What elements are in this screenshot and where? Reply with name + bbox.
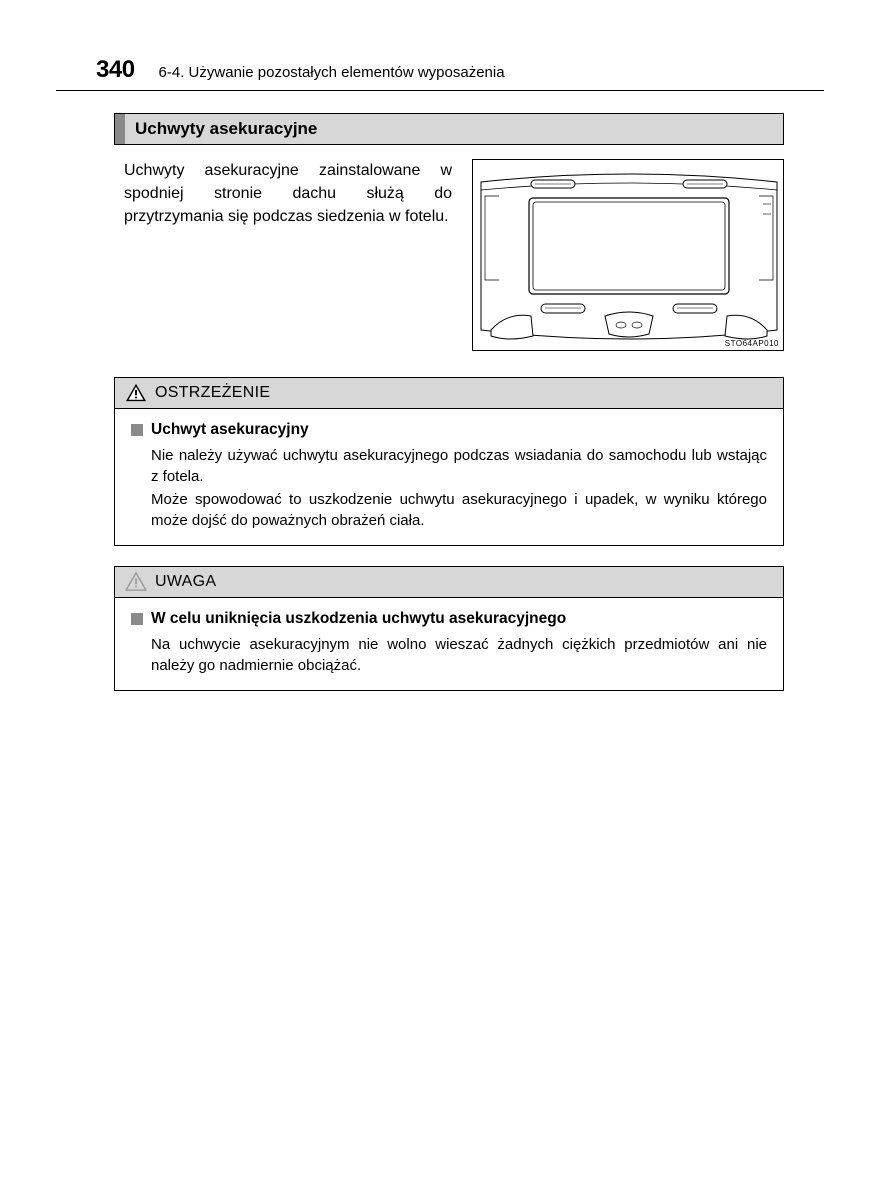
page: 340 6-4. Używanie pozostałych elementów … [0, 0, 880, 691]
header-rule [56, 90, 824, 91]
page-header: 340 6-4. Używanie pozostałych elementów … [56, 56, 824, 84]
notice-subhead-row: W celu uniknięcia uszkodzenia uchwytu as… [131, 610, 767, 628]
square-bullet-icon [131, 424, 143, 436]
notice-subhead: W celu uniknięcia uszkodzenia uchwytu as… [151, 610, 566, 628]
notice-label: UWAGA [155, 573, 216, 591]
roof-interior-illustration [473, 160, 784, 351]
section-title-bar: Uchwyty asekuracyjne [114, 113, 784, 145]
section-accent [115, 114, 125, 144]
content-area: Uchwyty asekuracyjne Uchwyty asekuracyjn… [56, 113, 824, 691]
warning-subhead-row: Uchwyt asekuracyjny [131, 421, 767, 439]
page-number: 340 [96, 56, 135, 84]
caution-triangle-icon [125, 572, 147, 592]
notice-paragraph: Na uchwycie asekuracyjnym nie wolno wies… [131, 634, 767, 676]
section-title: Uchwyty asekuracyjne [125, 114, 327, 144]
figure: STO64AP010 [472, 159, 784, 351]
notice-box: UWAGA W celu uniknięcia uszkodzenia uchw… [114, 566, 784, 691]
warning-body: Uchwyt asekuracyjny Nie należy używać uc… [115, 409, 783, 545]
intro-text: Uchwyty asekuracyjne zainstalowane w spo… [114, 159, 452, 229]
warning-paragraph: Może spowodować to uszkodzenie uchwytu a… [131, 489, 767, 531]
intro-row: Uchwyty asekuracyjne zainstalowane w spo… [114, 159, 784, 351]
warning-label: OSTRZEŻENIE [155, 384, 270, 402]
notice-header: UWAGA [115, 567, 783, 598]
notice-body: W celu uniknięcia uszkodzenia uchwytu as… [115, 598, 783, 690]
warning-paragraph: Nie należy używać uchwytu asekuracyjnego… [131, 445, 767, 487]
breadcrumb: 6-4. Używanie pozostałych elementów wypo… [159, 64, 505, 81]
square-bullet-icon [131, 613, 143, 625]
figure-code: STO64AP010 [725, 339, 779, 348]
warning-subhead: Uchwyt asekuracyjny [151, 421, 309, 439]
warning-triangle-icon [125, 383, 147, 403]
warning-header: OSTRZEŻENIE [115, 378, 783, 409]
warning-box: OSTRZEŻENIE Uchwyt asekuracyjny Nie nale… [114, 377, 784, 546]
